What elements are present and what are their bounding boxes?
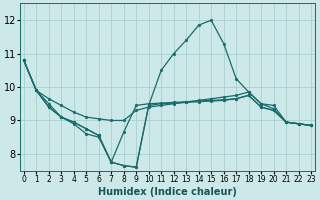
X-axis label: Humidex (Indice chaleur): Humidex (Indice chaleur) [98,187,237,197]
